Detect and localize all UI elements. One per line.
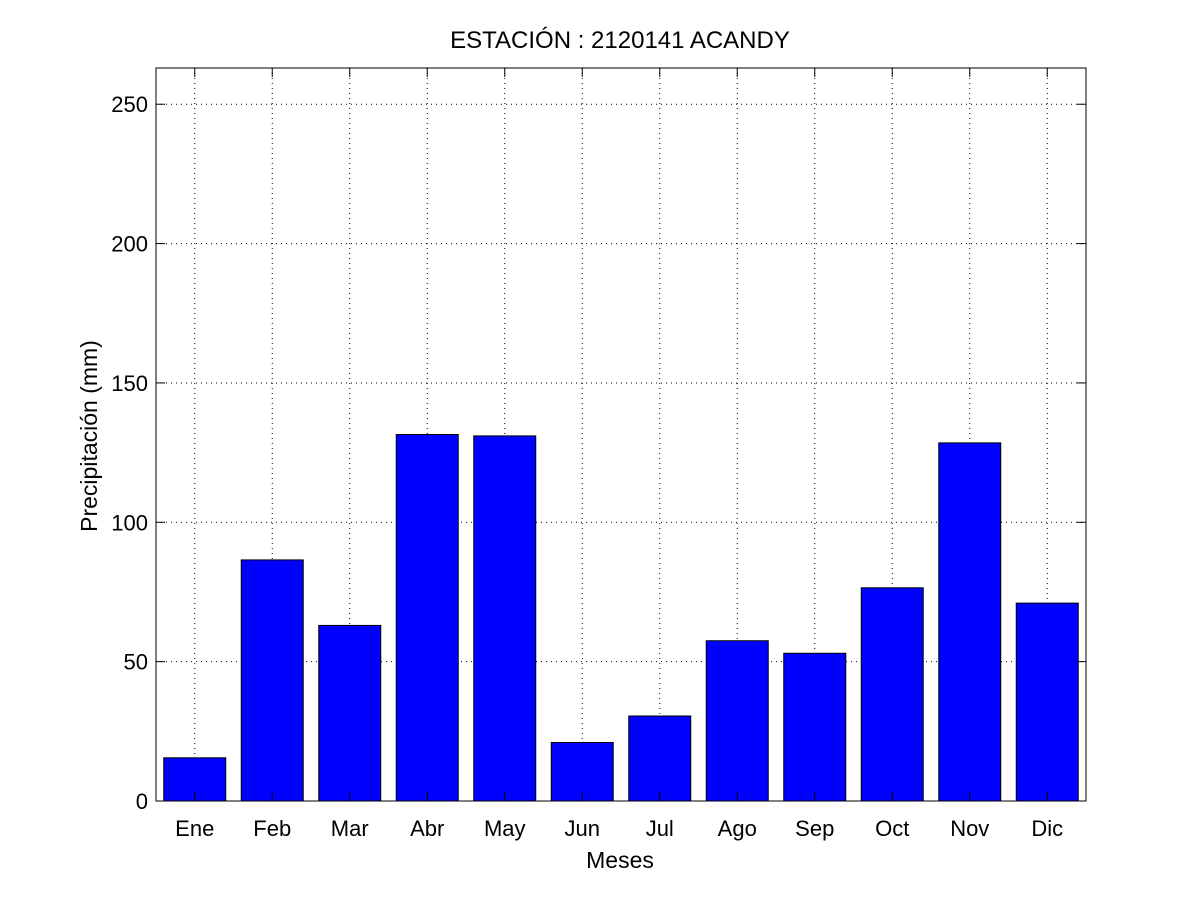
x-tick-label: Jun [565,816,600,841]
x-tick-label: May [484,816,526,841]
bars [163,434,1079,802]
bar-dic [1015,602,1079,802]
x-tick-label: Jul [646,816,674,841]
x-tick-label: Oct [875,816,909,841]
bar-jul [628,715,692,802]
bar-sep [783,652,847,802]
x-tick-label: Feb [253,816,291,841]
x-tick-label: Nov [950,816,989,841]
bar-ago [705,640,769,802]
chart-title: ESTACIÓN : 2120141 ACANDY [450,27,790,54]
bar-may [473,435,537,802]
y-tick-label: 200 [111,232,148,257]
y-tick-label: 50 [124,650,148,675]
bar-feb [240,559,304,802]
x-tick-label: Mar [331,816,369,841]
y-tick-label: 250 [111,92,148,117]
plot-frame [155,67,1087,802]
y-tick-label: 0 [136,789,148,814]
x-tick-labels: Ene Feb Mar Abr May Jun Jul Ago Sep Oct Nov Dic [175,816,1063,841]
x-tick-label: Ene [175,816,214,841]
y-axis-label: Precipitación (mm) [76,340,102,532]
y-tick-labels: 0 50 100 150 200 250 [111,92,148,814]
tick-marks [156,68,1086,802]
y-tick-label: 100 [111,510,148,535]
bar-mar [318,624,382,802]
x-tick-label: Sep [795,816,834,841]
bar-abr [395,434,459,802]
bar-nov [938,442,1002,802]
y-tick-label: 150 [111,371,148,396]
x-axis-label: Meses [586,847,654,873]
bar-oct [860,587,924,802]
x-tick-label: Ago [718,816,757,841]
x-tick-label: Abr [410,816,444,841]
x-tick-label: Dic [1031,816,1063,841]
